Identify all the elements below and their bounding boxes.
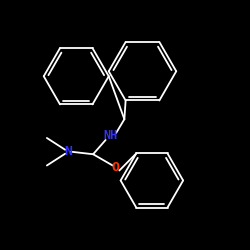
Text: NH: NH: [104, 129, 118, 142]
Text: O: O: [112, 162, 120, 174]
Text: N: N: [64, 145, 72, 158]
